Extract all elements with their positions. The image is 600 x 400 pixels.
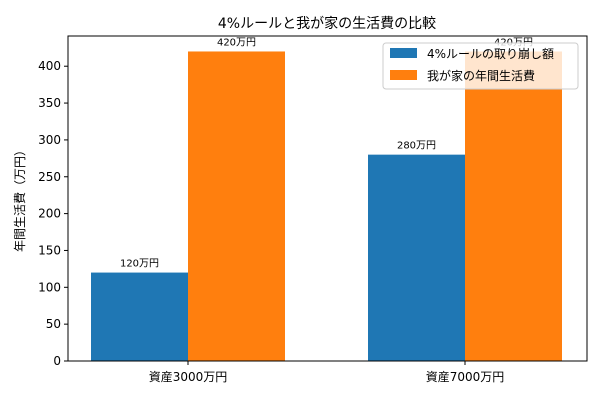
legend-swatch-0 (390, 48, 417, 58)
plot-frame (67, 35, 588, 362)
data-label: 120万円 (120, 259, 159, 270)
data-label: 420万円 (217, 37, 256, 48)
y-tick-label: 200 (38, 207, 61, 221)
legend-label-0: 4%ルールの取り崩し額 (427, 47, 554, 61)
bar-0-0 (91, 272, 188, 361)
data-label: 280万円 (397, 141, 436, 152)
y-tick-label: 100 (38, 280, 61, 294)
legend-swatch-1 (390, 70, 417, 80)
y-tick-label: 250 (38, 170, 61, 184)
x-tick-label: 資産3000万円 (149, 369, 228, 384)
bar-1-1 (465, 51, 562, 361)
y-axis-label: 年間生活費（万円） (12, 144, 27, 252)
bar-1-0 (188, 51, 285, 361)
y-tick-label: 50 (46, 317, 61, 331)
bar-0-1 (368, 154, 465, 361)
y-tick-label: 400 (38, 59, 61, 73)
y-tick-label: 350 (38, 96, 61, 110)
y-tick-label: 150 (38, 243, 61, 257)
y-tick-label: 0 (53, 354, 61, 368)
legend-label-1: 我が家の年間生活費 (427, 68, 535, 83)
y-tick-label: 300 (38, 133, 61, 147)
x-tick-label: 資産7000万円 (426, 369, 505, 384)
chart-title: 4%ルールと我が家の生活費の比較 (218, 15, 436, 32)
legend: 4%ルールの取り崩し額 我が家の年間生活費 (382, 42, 579, 90)
